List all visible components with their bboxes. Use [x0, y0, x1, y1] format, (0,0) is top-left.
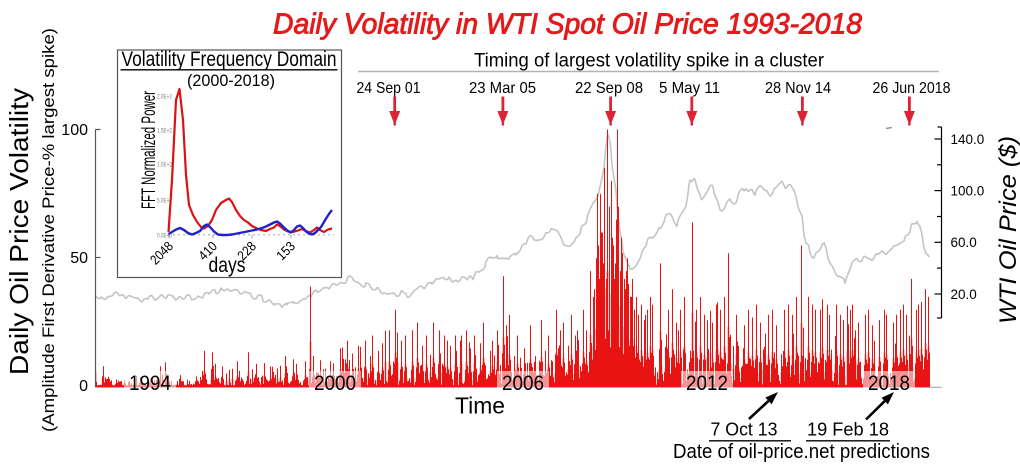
- svg-text:28 Nov 14: 28 Nov 14: [765, 80, 831, 97]
- svg-text:60.0: 60.0: [951, 235, 977, 250]
- svg-text:Daily Oil Price Volatility: Daily Oil Price Volatility: [4, 88, 34, 375]
- svg-text:FFT Normalized Power: FFT Normalized Power: [139, 91, 160, 209]
- svg-text:1.5E+2: 1.5E+2: [157, 127, 172, 134]
- svg-text:0.0E+0: 0.0E+0: [157, 232, 172, 239]
- svg-text:1994: 1994: [129, 371, 171, 395]
- svg-text:2012: 2012: [686, 371, 728, 395]
- svg-text:26 Jun 2018: 26 Jun 2018: [873, 80, 951, 97]
- svg-text:Timing of largest volatility s: Timing of largest volatility spike in a …: [474, 51, 825, 72]
- svg-text:days: days: [209, 253, 246, 277]
- svg-text:20.0: 20.0: [951, 287, 977, 302]
- svg-text:140.0: 140.0: [951, 132, 985, 147]
- svg-text:Daily Volatility in WTI Spot: Daily Volatility in WTI Spot Oil Price 1…: [273, 9, 862, 41]
- svg-text:100: 100: [61, 122, 88, 139]
- svg-text:(2000-2018): (2000-2018): [187, 71, 275, 90]
- svg-text:2.0E+2: 2.0E+2: [157, 93, 172, 100]
- svg-text:100.0: 100.0: [951, 183, 985, 198]
- svg-text:24 Sep 01: 24 Sep 01: [357, 80, 421, 97]
- svg-text:5.0E+1: 5.0E+1: [157, 197, 172, 204]
- svg-text:1.0E+2: 1.0E+2: [157, 161, 172, 168]
- svg-text:2000: 2000: [314, 371, 356, 395]
- svg-text:WTI Oil Price ($): WTI Oil Price ($): [995, 136, 1020, 324]
- svg-text:Volatility Frequency Domain: Volatility Frequency Domain: [122, 47, 337, 71]
- svg-text:(Amplitude First Derivative: (Amplitude First Derivative Price-% larg…: [39, 28, 58, 432]
- svg-text:19 Feb 18: 19 Feb 18: [807, 419, 889, 440]
- svg-text:2006: 2006: [502, 371, 544, 395]
- svg-text:22 Sep 08: 22 Sep 08: [575, 80, 643, 97]
- svg-text:50: 50: [70, 250, 88, 267]
- svg-text:Date of oil-price.net predicti: Date of oil-price.net predictions: [673, 440, 930, 463]
- svg-text:7 Oct 13: 7 Oct 13: [711, 419, 778, 440]
- svg-text:0: 0: [79, 378, 88, 395]
- svg-text:5 May 11: 5 May 11: [659, 80, 720, 97]
- svg-text:2018: 2018: [868, 371, 910, 395]
- svg-text:Time: Time: [455, 393, 505, 419]
- svg-text:23 Mar 05: 23 Mar 05: [469, 80, 536, 97]
